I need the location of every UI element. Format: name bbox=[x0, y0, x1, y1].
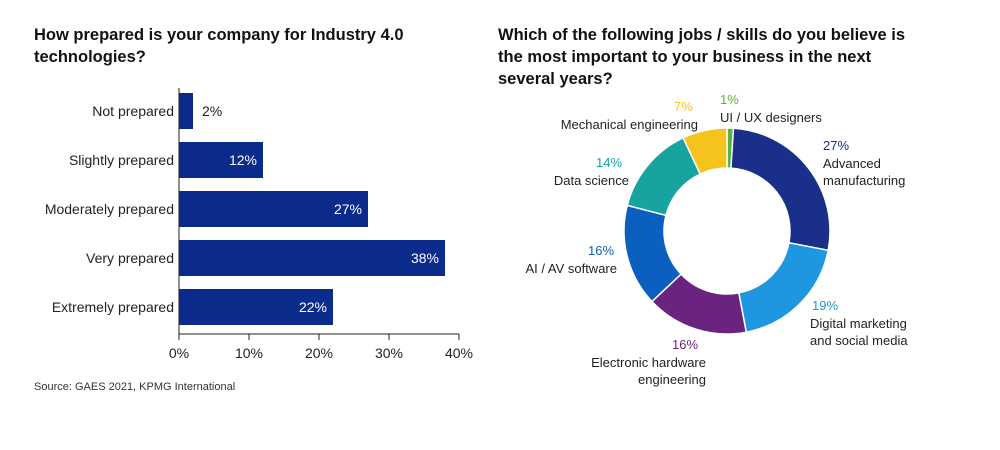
bar-very-prepared bbox=[179, 240, 445, 276]
donut-slice-percent: 19% bbox=[812, 298, 839, 313]
donut-slice-percent: 14% bbox=[596, 155, 623, 170]
bar-value-label: 38% bbox=[410, 250, 439, 266]
donut-slice-percent: 16% bbox=[588, 243, 615, 258]
bar-category-label: Not prepared bbox=[92, 103, 174, 119]
donut-slice-percent: 16% bbox=[672, 337, 699, 352]
donut-slice-label: Data science bbox=[553, 173, 629, 188]
bar-slightly-prepared bbox=[179, 142, 263, 178]
bar-category-label: Slightly prepared bbox=[68, 152, 174, 168]
bar-moderately-prepared bbox=[179, 191, 368, 227]
donut-slice-label: AI / AV software bbox=[525, 261, 617, 276]
bar-value-label: 2% bbox=[202, 103, 223, 119]
donut-slice-advanced-manufacturing bbox=[730, 127, 831, 252]
bar-value-label: 12% bbox=[228, 152, 257, 168]
donut-slice-percent: 1% bbox=[720, 92, 739, 107]
source-note: Source: GAES 2021, KPMG International bbox=[34, 381, 236, 393]
bar-value-label: 22% bbox=[298, 299, 327, 315]
x-tick-label: 30% bbox=[374, 345, 404, 361]
donut-slice-label: Mechanical engineering bbox=[560, 117, 698, 132]
donut-slice-label: Advanced manufacturing bbox=[823, 156, 906, 188]
donut-slice-label: UI / UX designers bbox=[720, 110, 822, 125]
donut-chart-title: Which of the following jobs / skills do … bbox=[498, 26, 906, 88]
donut-slice-label: Digital marketing and social media bbox=[810, 316, 908, 348]
bar-category-label: Extremely prepared bbox=[51, 299, 174, 315]
x-tick-label: 20% bbox=[304, 345, 334, 361]
x-tick-label: 40% bbox=[444, 345, 474, 361]
bar-not-prepared bbox=[179, 93, 193, 129]
bar-chart-title: How prepared is your company for Industr… bbox=[34, 26, 404, 66]
x-tick-label: 10% bbox=[234, 345, 264, 361]
bar-value-label: 27% bbox=[333, 201, 362, 217]
bar-extremely-prepared bbox=[179, 289, 333, 325]
x-tick-label: 0% bbox=[168, 345, 190, 361]
bar-category-label: Moderately prepared bbox=[44, 201, 174, 217]
bar-category-label: Very prepared bbox=[86, 250, 174, 266]
donut-slice-percent: 27% bbox=[823, 138, 850, 153]
donut-slice-label: Electronic hardware engineering bbox=[591, 355, 706, 387]
donut-slice-percent: 7% bbox=[674, 99, 693, 114]
donut-slice-mechanical-engineering bbox=[682, 127, 728, 175]
